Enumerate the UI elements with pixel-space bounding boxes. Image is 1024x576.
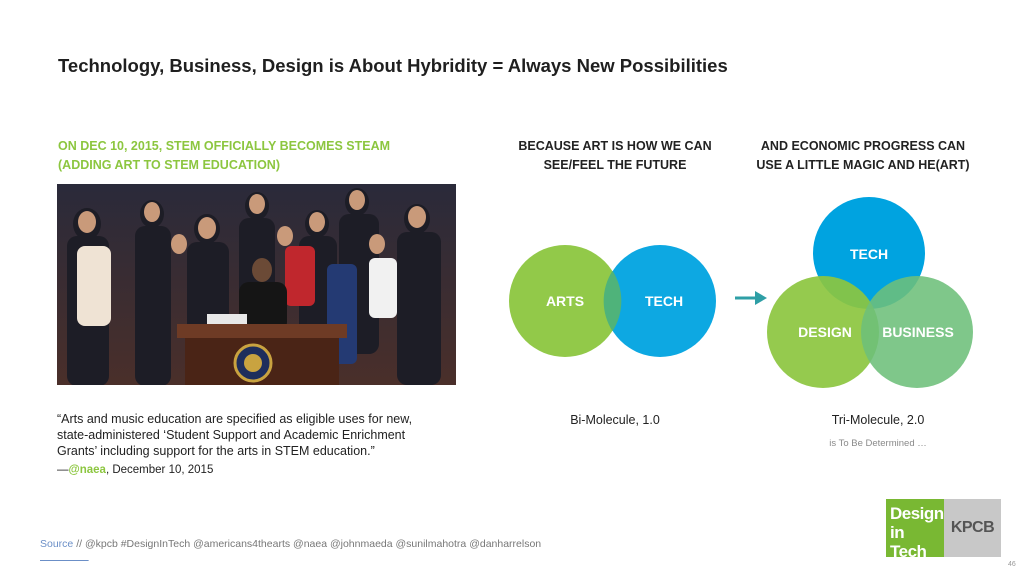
steam-heading-line1: ON DEC 10, 2015, STEM OFFICIALLY BECOMES… [58,139,391,153]
tri-molecule-subcaption: is To Be Determined … [829,438,927,449]
steam-heading-line2: (ADDING ART TO STEM EDUCATION) [58,158,280,172]
quote-line: “Arts and music education are specified … [57,412,413,426]
tri-business-label: BUSINESS [882,324,954,340]
source-label: Source [40,538,74,550]
tiny-footer-link[interactable] [40,555,89,561]
tri-molecule-caption: Tri-Molecule, 2.0 [831,413,925,427]
tri-molecule-heading: AND ECONOMIC PROGRESS CAN USE A LITTLE M… [748,137,978,175]
quote-attribution: —@naea, December 10, 2015 [57,464,213,476]
arts-circle [509,245,621,357]
page-number: 46 [1008,561,1016,568]
source-text: // @kpcb #DesignInTech @americans4theart… [73,538,542,550]
tri-design-circle [767,276,879,388]
design-in-tech-logo: Design in Tech [886,499,944,561]
arts-label: ARTS [546,293,584,309]
bi-heading-line1: BECAUSE ART IS HOW WE CAN [518,139,712,153]
bi-molecule-caption: Bi-Molecule, 1.0 [570,413,660,427]
tri-business-circle [861,276,973,388]
bi-heading-line2: SEE/FEEL THE FUTURE [543,158,687,172]
naea-handle-link[interactable]: @naea [68,464,106,476]
tri-design-label: DESIGN [798,324,852,340]
tri-heading-line2: USE A LITTLE MAGIC AND HE(ART) [756,158,970,172]
tri-heading-line1: AND ECONOMIC PROGRESS CAN [760,139,966,153]
quote-line: Grants’ including support for the arts i… [57,444,375,458]
steam-heading: ON DEC 10, 2015, STEM OFFICIALLY BECOMES… [58,137,390,175]
logo-design-line2: in Tech [890,523,927,561]
kpcb-logo: KPCB [944,499,1001,557]
signing-photo-illustration [57,184,456,385]
tech-label: TECH [645,293,683,309]
attribution-dash: — [57,464,69,476]
signing-photo [57,184,456,385]
tri-tech-label: TECH [850,246,888,262]
tech-circle [604,245,716,357]
attribution-date: , December 10, 2015 [105,464,214,476]
source-credits: Source // @kpcb #DesignInTech @americans… [40,538,541,550]
bi-molecule-diagram: ARTS TECH [509,245,716,357]
page-title: Technology, Business, Design is About Hy… [58,55,728,76]
tri-molecule-diagram: TECH DESIGN BUSINESS [767,197,973,388]
logo-design-line1: Design [890,504,944,523]
naea-quote: “Arts and music education are specified … [57,411,457,459]
quote-line: state-administered ‘Student Support and … [57,428,406,442]
bi-molecule-heading: BECAUSE ART IS HOW WE CAN SEE/FEEL THE F… [505,137,725,175]
arrow-right-icon [735,291,767,305]
